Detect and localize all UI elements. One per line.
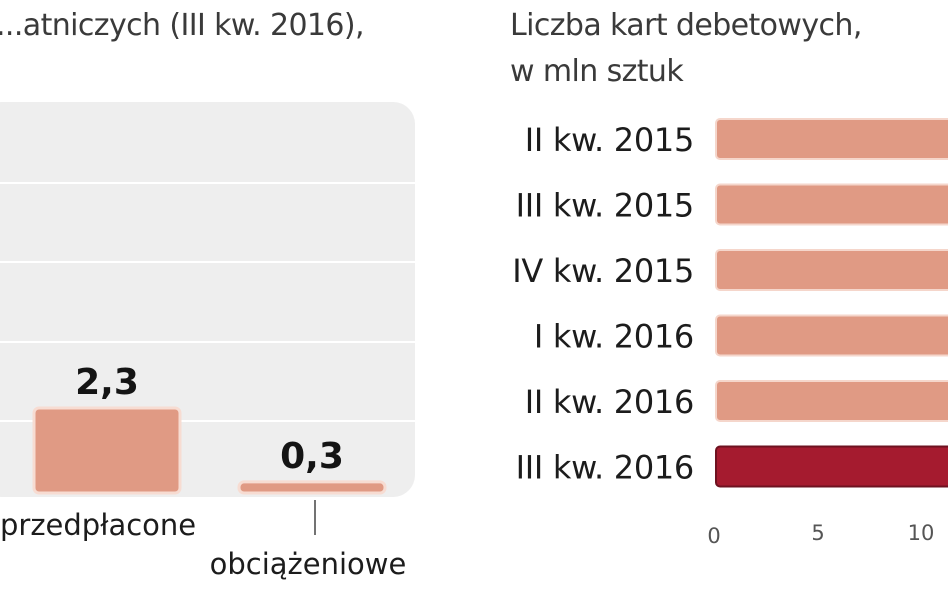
right-x-tick-5: 5 xyxy=(811,521,824,545)
right-row-label-IV kw. 2015: IV kw. 2015 xyxy=(512,252,694,290)
left-bar-value-obciążeniowe: 0,3 xyxy=(280,436,344,477)
right-bar-II kw. 2016 xyxy=(715,380,948,422)
left-category-label-przedpłacone: przedpłacone xyxy=(0,508,196,542)
left-category-label-obciążeniowe: obciążeniowe xyxy=(210,547,407,581)
right-chart-title: Liczba kart debetowych, w mln sztuk xyxy=(510,3,862,95)
right-bar-III kw. 2015 xyxy=(715,183,948,226)
right-x-tick-0: 0 xyxy=(707,524,720,548)
right-row-label-III kw. 2015: III kw. 2015 xyxy=(516,187,694,225)
left-bar-value-przedpłacone: 2,3 xyxy=(75,362,139,403)
right-row-label-III kw. 2016: III kw. 2016 xyxy=(516,449,694,487)
right-chart-title-line: Liczba kart debetowych, xyxy=(510,8,862,43)
right-bar-I kw. 2016 xyxy=(715,314,948,357)
left-chart-title: ...atniczych (III kw. 2016), xyxy=(0,8,365,43)
right-x-tick-10: 10 xyxy=(908,521,935,545)
right-bar-IV kw. 2015 xyxy=(715,249,948,291)
right-bar-II kw. 2015 xyxy=(715,118,948,160)
left-plot-background xyxy=(0,102,415,497)
right-row-label-I kw. 2016: I kw. 2016 xyxy=(534,318,694,356)
right-row-label-II kw. 2015: II kw. 2015 xyxy=(525,121,694,159)
right-bar-III kw. 2016 xyxy=(715,445,948,488)
right-chart-subtitle: w mln sztuk xyxy=(510,54,684,89)
right-row-label-II kw. 2016: II kw. 2016 xyxy=(525,383,694,421)
left-bar-przedpłacone xyxy=(32,406,182,495)
left-bar-obciążeniowe xyxy=(237,480,387,495)
